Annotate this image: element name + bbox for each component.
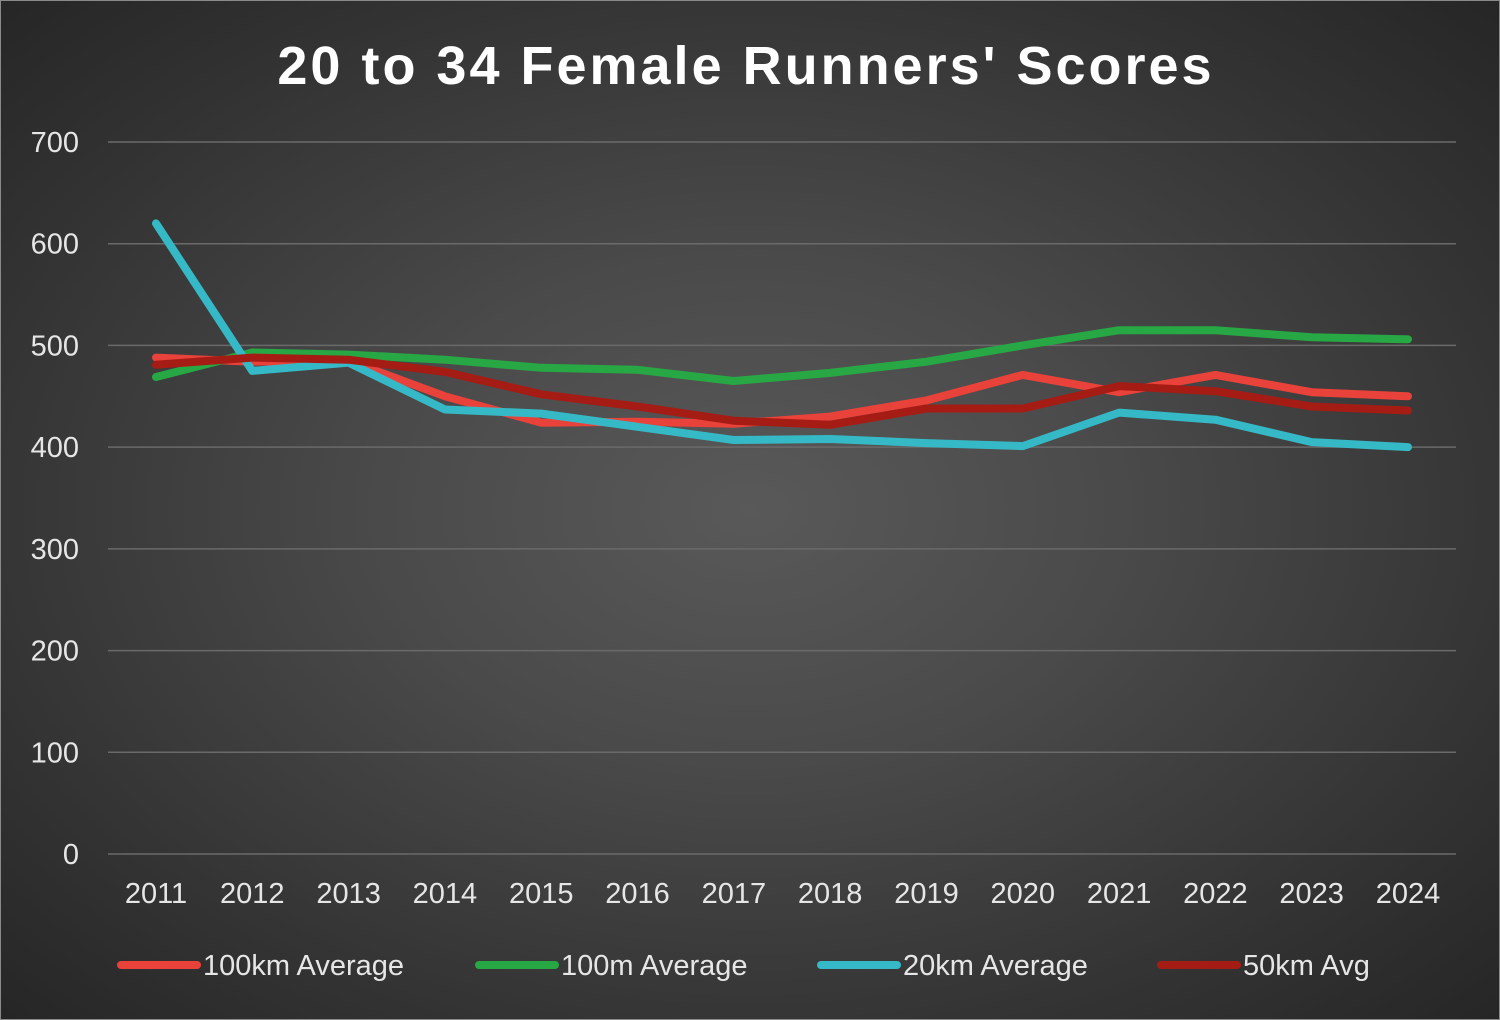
y-tick-label: 600 — [31, 229, 79, 261]
y-tick-label: 200 — [31, 636, 79, 668]
y-tick-label: 0 — [63, 839, 79, 871]
y-axis-tick-labels: 0 100 200 300 400 500 600 700 — [31, 127, 79, 871]
x-tick-label: 2022 — [1183, 878, 1248, 910]
legend-label: 50km Avg — [1243, 950, 1370, 982]
series-line-3 — [152, 219, 1412, 452]
x-tick-label: 2021 — [1087, 878, 1152, 910]
x-tick-label: 2018 — [798, 878, 863, 910]
x-tick-label: 2023 — [1279, 878, 1344, 910]
gridlines — [108, 141, 1456, 855]
x-tick-label: 2013 — [316, 878, 381, 910]
x-tick-label: 2015 — [509, 878, 574, 910]
legend-label: 20km Average — [903, 950, 1088, 982]
y-tick-label: 500 — [31, 330, 79, 362]
chart-title: 20 to 34 Female Runners' Scores — [277, 36, 1214, 96]
legend-label: 100m Average — [561, 950, 748, 982]
legend: 100km Average 100m Average 20km Average 50k… — [117, 950, 1370, 982]
x-tick-label: 2014 — [413, 878, 478, 910]
x-tick-label: 2019 — [894, 878, 959, 910]
x-tick-label: 2011 — [125, 878, 187, 910]
x-tick-label: 2020 — [991, 878, 1056, 910]
x-tick-label: 2016 — [605, 878, 670, 910]
x-axis-tick-labels: 2011 2012 2013 2014 2015 2016 2017 2018 2019 2020… — [125, 878, 1440, 910]
series-line-2 — [152, 326, 1412, 385]
x-tick-label: 2017 — [702, 878, 767, 910]
y-tick-label: 700 — [31, 127, 79, 159]
legend-label: 100km Average — [203, 950, 404, 982]
y-tick-label: 400 — [31, 432, 79, 464]
x-tick-label: 2012 — [220, 878, 285, 910]
y-tick-label: 100 — [31, 737, 79, 769]
series-line-4 — [152, 353, 1412, 429]
series-lines — [152, 219, 1412, 452]
y-tick-label: 300 — [31, 534, 79, 566]
x-tick-label: 2024 — [1376, 878, 1441, 910]
